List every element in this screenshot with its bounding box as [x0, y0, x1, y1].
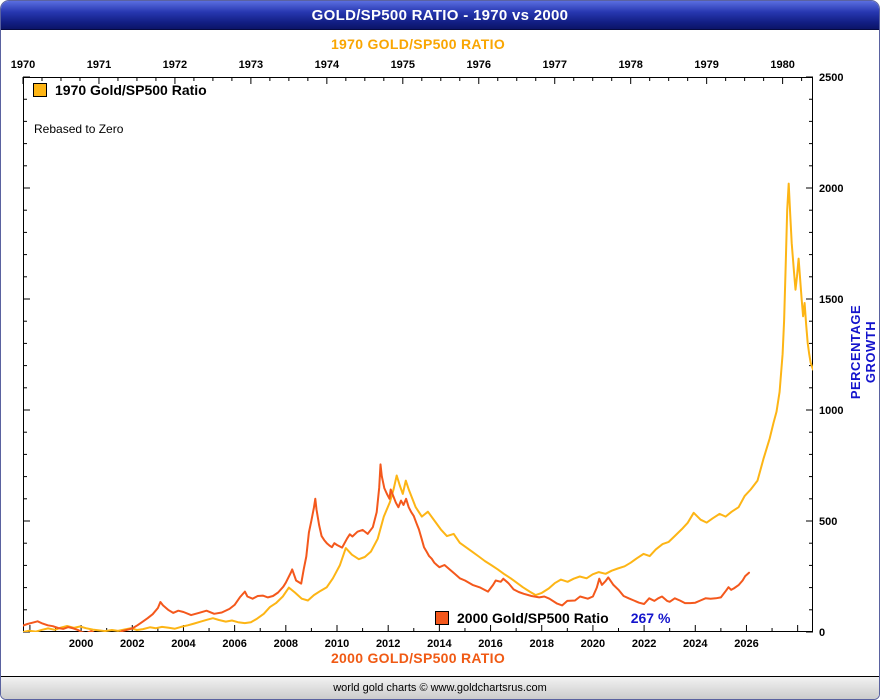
bottom-axis-title: 2000 GOLD/SP500 RATIO — [330, 650, 506, 666]
svg-text:1980: 1980 — [770, 59, 794, 71]
chart-region: 1970 1971 1972 1973 1974 1975 1976 1977 1978 1979… — [1, 30, 879, 676]
legend-2000-label: 2000 Gold/SP500 Ratio — [457, 610, 609, 626]
svg-text:2022: 2022 — [632, 638, 656, 650]
svg-text:2002: 2002 — [120, 638, 144, 650]
svg-text:2000: 2000 — [69, 638, 93, 650]
svg-text:2010: 2010 — [325, 638, 349, 650]
legend-2000: 2000 Gold/SP500 Ratio 267 % — [435, 610, 670, 626]
svg-text:1000: 1000 — [819, 405, 843, 417]
svg-text:2018: 2018 — [529, 638, 553, 650]
svg-text:2026: 2026 — [734, 638, 758, 650]
svg-text:2012: 2012 — [376, 638, 400, 650]
svg-text:1978: 1978 — [618, 59, 642, 71]
svg-text:1973: 1973 — [239, 59, 263, 71]
svg-text:2006: 2006 — [222, 638, 246, 650]
rebased-note: Rebased to Zero — [34, 122, 124, 136]
svg-text:1971: 1971 — [87, 59, 111, 71]
footer-credit: world gold charts © www.goldchartsrus.co… — [333, 682, 547, 694]
svg-text:1976: 1976 — [467, 59, 491, 71]
ratio-comparison-chart: 1970 1971 1972 1973 1974 1975 1976 1977 1978 1979… — [11, 59, 844, 650]
legend-2000-swatch — [435, 611, 449, 625]
top-axis-title: 1970 GOLD/SP500 RATIO — [330, 36, 506, 52]
svg-text:1974: 1974 — [315, 59, 340, 71]
svg-text:2500: 2500 — [819, 72, 843, 84]
legend-2000-value: 267 % — [630, 610, 671, 626]
footer-bar: world gold charts © www.goldchartsrus.co… — [1, 676, 879, 699]
svg-text:2020: 2020 — [581, 638, 605, 650]
svg-text:500: 500 — [819, 516, 837, 528]
svg-text:2008: 2008 — [274, 638, 298, 650]
svg-text:1500: 1500 — [819, 294, 843, 306]
svg-text:1975: 1975 — [391, 59, 415, 71]
svg-text:2024: 2024 — [683, 638, 708, 650]
svg-text:1970: 1970 — [11, 59, 35, 71]
legend-1970-swatch — [33, 83, 47, 97]
page-title: GOLD/SP500 RATIO - 1970 vs 2000 — [311, 6, 569, 24]
legend-1970: 1970 Gold/SP500 Ratio — [33, 82, 207, 98]
svg-text:1979: 1979 — [694, 59, 718, 71]
right-axis-title: PERCENTAGE GROWTH — [848, 304, 878, 400]
svg-text:2000: 2000 — [819, 183, 843, 195]
svg-text:1972: 1972 — [163, 59, 187, 71]
svg-text:1977: 1977 — [542, 59, 566, 71]
svg-text:2014: 2014 — [427, 638, 452, 650]
legend-1970-label: 1970 Gold/SP500 Ratio — [55, 82, 207, 98]
svg-text:2016: 2016 — [478, 638, 502, 650]
title-bar: GOLD/SP500 RATIO - 1970 vs 2000 — [1, 1, 879, 30]
svg-text:0: 0 — [819, 627, 825, 639]
svg-text:2004: 2004 — [171, 638, 196, 650]
